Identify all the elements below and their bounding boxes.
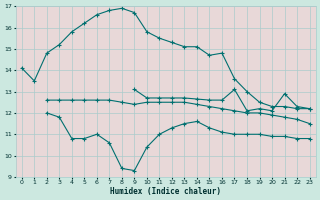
X-axis label: Humidex (Indice chaleur): Humidex (Indice chaleur)	[110, 187, 221, 196]
